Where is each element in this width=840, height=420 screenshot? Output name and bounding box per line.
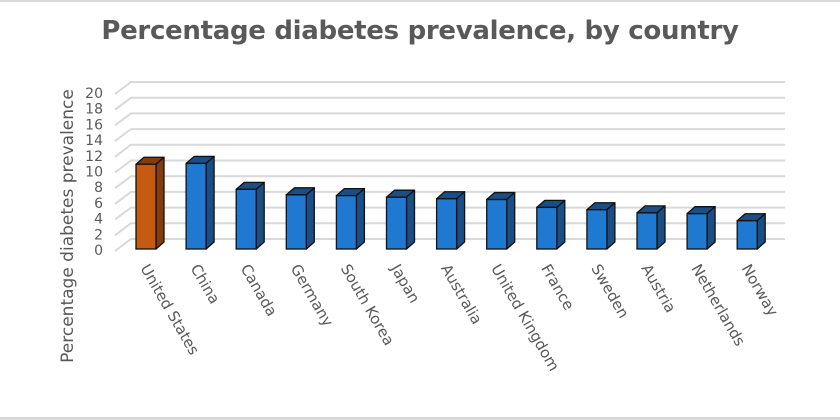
y-axis-label: Percentage diabetes prevalence xyxy=(58,89,78,363)
x-tick-label: Japan xyxy=(387,260,424,306)
bar-front-face xyxy=(185,162,207,250)
gridline xyxy=(114,112,785,127)
bar-south-korea xyxy=(335,187,366,250)
bar-netherlands xyxy=(686,206,716,250)
bars xyxy=(135,155,766,250)
y-tick-label: 18 xyxy=(85,102,103,118)
x-tick-label: Sweden xyxy=(587,261,632,321)
bar-germany xyxy=(285,187,315,250)
gridline xyxy=(114,222,785,237)
x-tick-label: China xyxy=(187,261,224,307)
bar-united-kingdom xyxy=(486,191,516,250)
gridline xyxy=(114,159,785,174)
x-tick-label: Canada xyxy=(237,261,281,319)
x-tick-label: Norway xyxy=(738,261,782,319)
y-tick-label: 20 xyxy=(85,86,103,102)
x-tick-label: Netherlands xyxy=(688,261,749,349)
bar-australia xyxy=(435,191,466,250)
bar-front-face xyxy=(736,220,758,250)
bar-front-face xyxy=(435,198,458,250)
bar-china xyxy=(185,155,215,250)
y-tick-label: 10 xyxy=(85,165,103,181)
chart-title: Percentage diabetes prevalence, by count… xyxy=(101,16,739,46)
bar-side-face xyxy=(155,156,165,250)
bar-front-face xyxy=(486,198,508,250)
gridlines xyxy=(114,81,785,252)
bar-side-face xyxy=(606,202,616,250)
bar-side-face xyxy=(255,181,265,250)
bar-front-face xyxy=(385,196,408,250)
bar-side-face xyxy=(305,187,315,250)
x-tick-label: Australia xyxy=(437,261,486,327)
y-tick-label: 14 xyxy=(85,133,103,149)
bar-side-face xyxy=(556,199,566,250)
bar-france xyxy=(536,199,566,250)
y-tick-label: 2 xyxy=(94,227,103,243)
bar-front-face xyxy=(536,206,558,250)
bar-canada xyxy=(235,181,265,250)
bar-side-face xyxy=(455,191,466,250)
y-tick-label: 8 xyxy=(94,180,103,196)
gridline xyxy=(114,206,785,221)
bar-side-face xyxy=(706,206,716,250)
y-tick-label: 16 xyxy=(85,117,103,133)
y-tick-label: 4 xyxy=(94,212,103,228)
bar-front-face xyxy=(586,209,608,250)
y-tick-label: 0 xyxy=(94,243,103,259)
bar-united-states xyxy=(135,156,165,250)
bar-side-face xyxy=(205,155,215,250)
gridline xyxy=(114,175,785,189)
gridline xyxy=(114,238,785,252)
bar-side-face xyxy=(405,189,416,250)
x-tick-label: Germany xyxy=(287,261,337,330)
bar-front-face xyxy=(285,194,307,250)
bar-side-face xyxy=(355,187,366,250)
y-tick-label: 6 xyxy=(94,196,103,212)
gridline xyxy=(114,128,785,142)
bar-front-face xyxy=(135,163,157,250)
bar-japan xyxy=(385,189,416,250)
gridline xyxy=(114,96,785,111)
x-tick-label: South Korea xyxy=(337,261,398,349)
bar-side-face xyxy=(656,205,666,250)
bar-norway xyxy=(736,213,766,250)
bar-side-face xyxy=(756,213,766,250)
bar-front-face xyxy=(335,194,358,250)
bar-sweden xyxy=(586,202,616,250)
bar-austria xyxy=(636,205,666,250)
bar-front-face xyxy=(636,212,658,250)
bar-front-face xyxy=(686,213,708,250)
x-tick-label: France xyxy=(537,261,578,313)
gridline xyxy=(114,81,785,95)
bar-side-face xyxy=(506,191,516,250)
y-tick-label: 12 xyxy=(85,149,103,165)
gridline xyxy=(114,143,785,158)
gridline xyxy=(114,190,785,205)
bar-front-face xyxy=(235,188,257,250)
x-tick-label: Austria xyxy=(638,261,680,316)
